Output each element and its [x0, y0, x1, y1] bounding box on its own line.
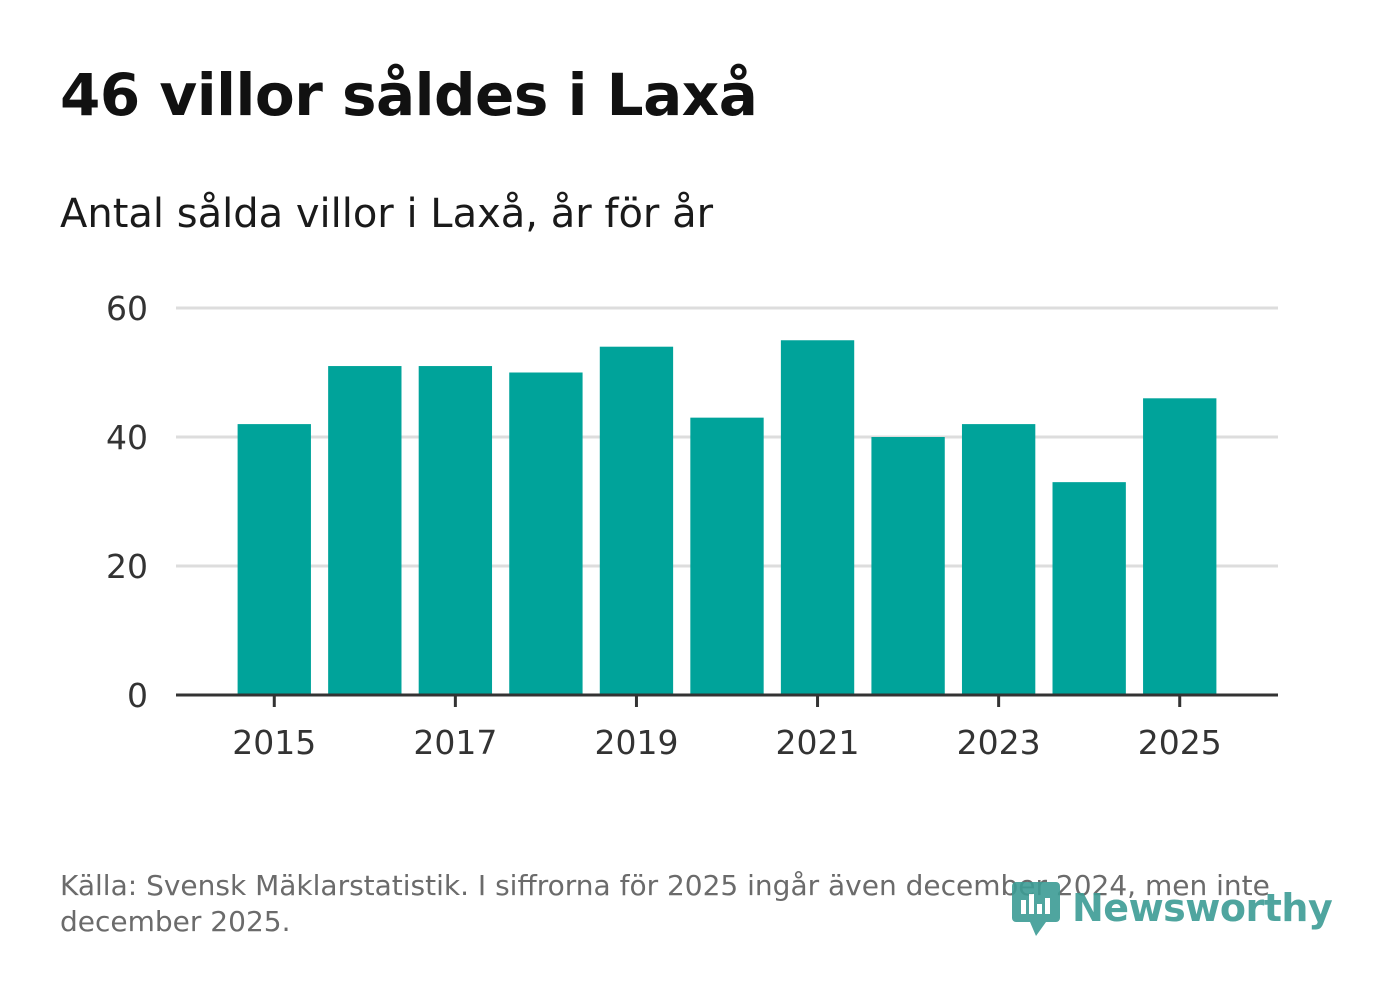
bar-2021	[780, 340, 855, 695]
y-tick-label-0: 0	[127, 676, 148, 715]
x-tick-label-2017: 2017	[413, 723, 497, 762]
bar-2025	[1143, 398, 1217, 695]
newsworthy-logo: Newsworthy	[1010, 878, 1333, 938]
bar-2016	[328, 366, 402, 695]
axes: 0 20 40 60 2015 2017 2019 2021 2023 2025	[106, 289, 1278, 762]
bar-2020	[690, 417, 764, 695]
logo-wordmark: Newsworthy	[1072, 886, 1333, 930]
bar-2018	[509, 372, 583, 695]
y-tick-label-40: 40	[106, 418, 148, 457]
bar-2015	[237, 424, 311, 695]
x-tick-label-2015: 2015	[232, 723, 316, 762]
y-tick-label-60: 60	[106, 289, 148, 328]
chart-subtitle: Antal sålda villor i Laxå, år för år	[60, 191, 714, 237]
bar-2017	[418, 366, 493, 695]
bar-2019	[599, 346, 674, 695]
x-tick-label-2025: 2025	[1138, 723, 1222, 762]
x-tick-label-2019: 2019	[594, 723, 678, 762]
y-tick-label-20: 20	[106, 547, 148, 586]
source-note: Källa: Svensk Mäklarstatistik. I siffror…	[60, 869, 1270, 939]
bar-2022	[871, 437, 945, 695]
x-tick-label-2021: 2021	[776, 723, 860, 762]
newsworthy-logo-icon	[1012, 882, 1060, 936]
bars	[237, 340, 1217, 695]
x-tick-label-2023: 2023	[957, 723, 1041, 762]
bar-2023	[961, 424, 1036, 695]
chart-title: 46 villor såldes i Laxå	[60, 61, 758, 129]
bar-2024	[1052, 482, 1126, 695]
